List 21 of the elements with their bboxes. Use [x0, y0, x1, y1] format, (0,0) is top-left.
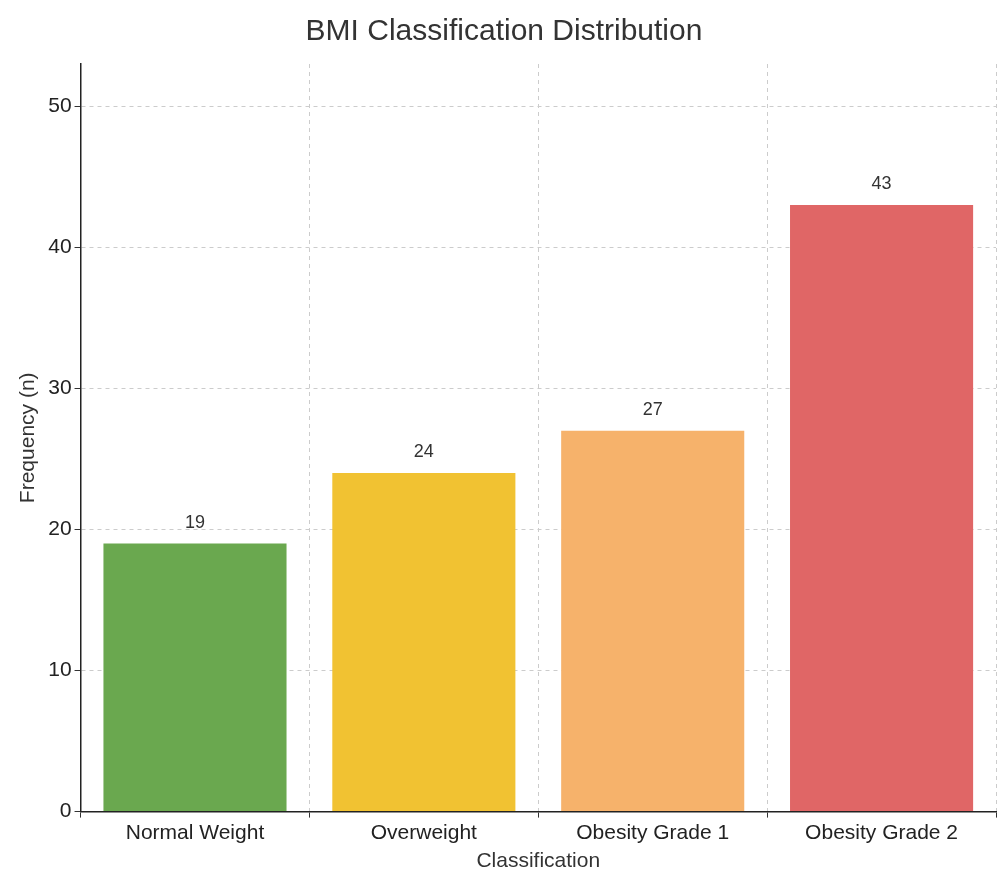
bar: [332, 473, 516, 812]
x-tick-label: Normal Weight: [125, 820, 265, 843]
bar: [790, 205, 974, 812]
bar: [103, 543, 287, 812]
data-label: 27: [642, 398, 663, 419]
data-label: 43: [871, 173, 892, 194]
y-axis-title: Frequency (n): [15, 372, 39, 504]
y-tick-label: 0: [59, 798, 72, 822]
y-tick-label: 50: [48, 93, 72, 117]
data-label: 24: [413, 441, 434, 462]
y-tick-label: 30: [48, 375, 72, 399]
bar: [561, 430, 745, 812]
x-tick-label: Obesity Grade 2: [805, 820, 959, 843]
y-tick-label: 10: [48, 657, 72, 681]
x-tick-label: Obesity Grade 1: [576, 820, 730, 843]
data-label: 19: [184, 511, 205, 532]
x-axis-title: Classification: [476, 848, 601, 872]
y-tick-label: 20: [48, 516, 72, 540]
x-tick-label: Overweight: [370, 820, 478, 843]
y-tick-label: 40: [48, 234, 72, 258]
chart-title: BMI Classification Distribution: [305, 13, 703, 47]
